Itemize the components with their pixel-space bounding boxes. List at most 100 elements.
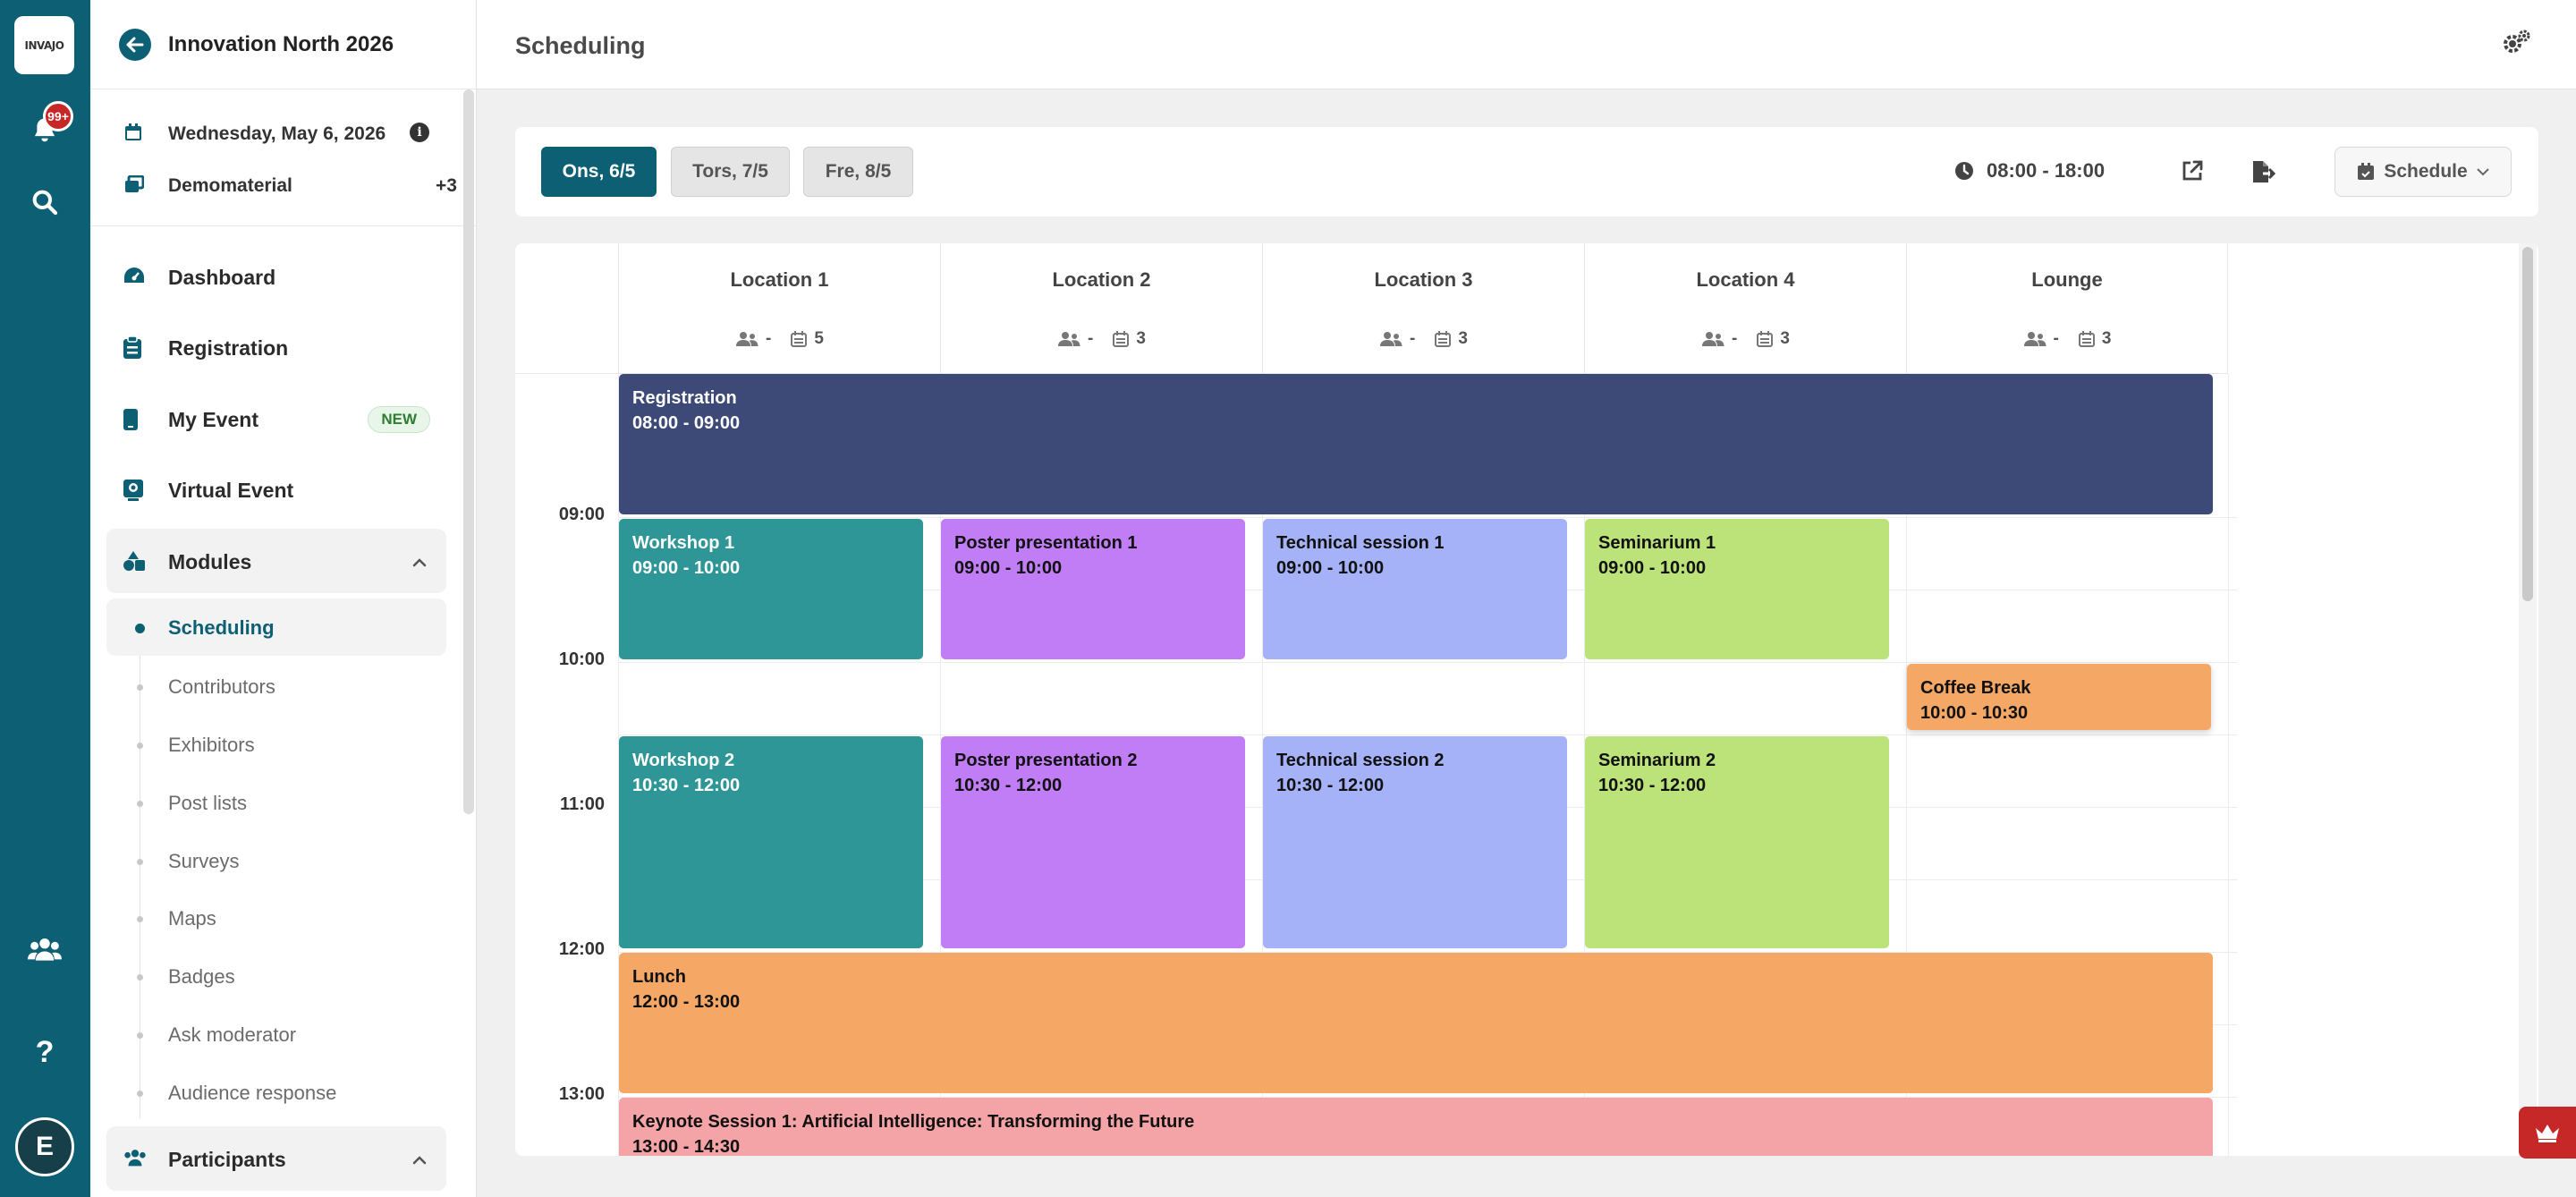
- clock-icon: [1955, 162, 1973, 180]
- info-icon[interactable]: i: [410, 123, 429, 142]
- material-icon: [124, 174, 145, 198]
- event-time: 10:30 - 12:00: [1598, 776, 1707, 795]
- event-technical-2[interactable]: Technical session 2 10:30 - 12:00: [1263, 736, 1567, 948]
- chevron-up-icon: [412, 1153, 427, 1169]
- event-title: Lunch: [632, 967, 686, 987]
- help-icon[interactable]: ?: [35, 1034, 55, 1069]
- module-surveys[interactable]: Surveys: [106, 832, 446, 889]
- nav-dashboard[interactable]: Dashboard: [106, 244, 446, 309]
- location-name: Location 3: [1374, 268, 1473, 291]
- calendar-check-icon: [2358, 163, 2375, 180]
- day-tab-fri[interactable]: Fre, 8/5: [803, 147, 913, 197]
- scrollbar-thumb[interactable]: [2522, 247, 2533, 601]
- nav-registration[interactable]: Registration: [106, 315, 446, 379]
- nav-participants[interactable]: Participants: [106, 1126, 446, 1191]
- event-lunch[interactable]: Lunch 12:00 - 13:00: [619, 953, 2213, 1093]
- event-poster-2[interactable]: Poster presentation 2 10:30 - 12:00: [941, 736, 1245, 948]
- calendar-icon: [124, 123, 142, 146]
- modules-icon: [123, 550, 146, 576]
- event-seminar-1[interactable]: Seminarium 1 09:00 - 10:00: [1585, 519, 1889, 659]
- module-exhibitors[interactable]: Exhibitors: [106, 716, 446, 773]
- people-icon[interactable]: [27, 931, 63, 967]
- calendar-icon: [1113, 331, 1130, 347]
- grid-line: [940, 374, 941, 1156]
- event-keynote-1[interactable]: Keynote Session 1: Artificial Intelligen…: [619, 1098, 2213, 1156]
- premium-crown-button[interactable]: [2519, 1107, 2576, 1159]
- user-avatar[interactable]: E: [15, 1117, 74, 1176]
- grid-line: [618, 734, 2237, 735]
- external-link-icon[interactable]: [2181, 159, 2204, 187]
- location-header[interactable]: Lounge - 3: [1906, 243, 2228, 374]
- nav-my-event-label: My Event: [168, 408, 258, 431]
- hour-label: 10:00: [558, 649, 605, 669]
- participants-count: -: [735, 329, 771, 349]
- nav-virtual-event[interactable]: Virtual Event: [106, 457, 446, 522]
- module-post-lists[interactable]: Post lists: [106, 774, 446, 831]
- event-title: Technical session 2: [1276, 751, 1445, 770]
- location-name: Lounge: [2031, 268, 2103, 291]
- module-contributors[interactable]: Contributors: [106, 658, 446, 715]
- calendar-scrollbar[interactable]: [2519, 243, 2537, 1156]
- grid-line: [618, 952, 2237, 953]
- nav-registration-label: Registration: [168, 336, 289, 360]
- app-logo[interactable]: INVAJO: [14, 16, 74, 74]
- back-button[interactable]: [119, 29, 151, 61]
- location-header[interactable]: Location 2 - 3: [940, 243, 1262, 374]
- submenu-dot: [137, 1091, 143, 1097]
- hour-label: 11:00: [559, 794, 605, 814]
- hour-label: 13:00: [558, 1084, 605, 1104]
- module-ask-moderator[interactable]: Ask moderator: [106, 1006, 446, 1063]
- submenu-dot: [137, 1032, 143, 1039]
- module-scheduling[interactable]: Scheduling: [106, 598, 446, 656]
- event-seminar-2[interactable]: Seminarium 2 10:30 - 12:00: [1585, 736, 1889, 948]
- location-header[interactable]: Location 3 - 3: [1262, 243, 1584, 374]
- time-range[interactable]: 08:00 - 18:00: [1954, 159, 2105, 183]
- nav-my-event[interactable]: My Event NEW: [106, 386, 446, 451]
- sessions-count: 3: [1757, 329, 1790, 349]
- event-date-row: Wednesday, May 6, 2026 i: [90, 107, 477, 159]
- event-time: 10:00 - 10:30: [1920, 703, 2029, 723]
- event-workshop-1[interactable]: Workshop 1 09:00 - 10:00: [619, 519, 923, 659]
- module-audience-response[interactable]: Audience response: [106, 1064, 446, 1121]
- location-header[interactable]: Location 4 - 3: [1584, 243, 1906, 374]
- sidebar-scrollbar[interactable]: [463, 89, 474, 814]
- nav-modules[interactable]: Modules: [106, 529, 446, 593]
- module-label: Audience response: [168, 1082, 337, 1104]
- event-registration[interactable]: Registration 08:00 - 09:00: [619, 374, 2213, 514]
- new-badge: NEW: [368, 406, 430, 433]
- module-badges[interactable]: Badges: [106, 947, 446, 1005]
- event-title: Seminarium 1: [1598, 533, 1716, 553]
- module-label: Badges: [168, 965, 235, 988]
- calendar-icon: [1757, 331, 1774, 347]
- submenu-dot: [137, 916, 143, 922]
- page-title: Scheduling: [515, 32, 646, 59]
- view-select-button[interactable]: Schedule: [2334, 147, 2512, 197]
- event-time: 10:30 - 12:00: [954, 776, 1063, 795]
- hour-label: 12:00: [558, 939, 605, 959]
- event-title: Keynote Session 1: Artificial Intelligen…: [632, 1112, 1195, 1132]
- settings-gears-icon[interactable]: [2501, 29, 2531, 60]
- app-rail: INVAJO 99+ ? E: [0, 0, 90, 1197]
- module-maps[interactable]: Maps: [106, 889, 446, 947]
- submenu-dot: [137, 684, 143, 691]
- day-tab-wed[interactable]: Ons, 6/5: [541, 147, 657, 197]
- module-label: Exhibitors: [168, 734, 255, 756]
- event-poster-1[interactable]: Poster presentation 1 09:00 - 10:00: [941, 519, 1245, 659]
- grid-line: [618, 662, 2237, 663]
- day-tab-thu[interactable]: Tors, 7/5: [671, 147, 790, 197]
- event-time: 09:00 - 10:00: [632, 558, 741, 578]
- location-name: Location 2: [1052, 268, 1151, 291]
- module-label: Post lists: [168, 792, 248, 814]
- event-workshop-2[interactable]: Workshop 2 10:30 - 12:00: [619, 736, 923, 948]
- event-coffee-break[interactable]: Coffee Break 10:00 - 10:30: [1907, 664, 2211, 730]
- module-label: Ask moderator: [168, 1023, 297, 1046]
- export-file-icon[interactable]: [2250, 159, 2276, 189]
- event-time: 10:30 - 12:00: [1276, 776, 1385, 795]
- event-title: Registration: [632, 388, 737, 408]
- participants-count: -: [2023, 329, 2059, 349]
- search-icon[interactable]: [27, 184, 63, 220]
- event-technical-1[interactable]: Technical session 1 09:00 - 10:00: [1263, 519, 1567, 659]
- material-row[interactable]: Demomaterial +3: [90, 159, 477, 211]
- location-header[interactable]: Location 1 - 5: [618, 243, 940, 374]
- module-label: Maps: [168, 907, 216, 930]
